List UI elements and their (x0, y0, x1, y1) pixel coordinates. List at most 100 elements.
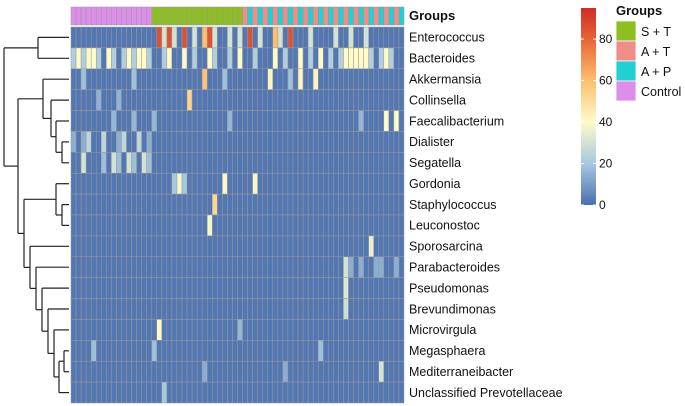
group-legend-label: A + T (641, 45, 671, 59)
heatmap-cell (358, 381, 364, 404)
heatmap-cell (146, 110, 152, 132)
heatmap-cell (363, 277, 369, 299)
heatmap-cell (101, 381, 107, 404)
heatmap-cell (116, 214, 122, 237)
heatmap-cell (212, 26, 218, 49)
heatmap-cell (101, 256, 107, 278)
heatmap-cell (333, 298, 339, 320)
group-annotation-cell (297, 6, 304, 26)
heatmap-cell (302, 277, 309, 299)
heatmap-cell (95, 26, 102, 49)
heatmap-cell (247, 235, 253, 258)
heatmap-cell (196, 298, 203, 320)
heatmap-cell (383, 26, 390, 49)
heatmap-cell (272, 110, 279, 132)
heatmap-cell (222, 360, 228, 383)
heatmap-cell (328, 319, 334, 341)
heatmap-cell (121, 360, 127, 383)
heatmap-cell (101, 277, 107, 299)
heatmap-cell (90, 110, 97, 132)
heatmap-cell (116, 381, 122, 404)
color-scale-tick-label: 80 (599, 32, 613, 46)
heatmap-cell (80, 68, 87, 90)
heatmap-cell (181, 277, 188, 299)
heatmap-cell (242, 68, 248, 90)
heatmap-cell (292, 235, 299, 258)
heatmap-cell (373, 172, 380, 195)
heatmap-cell (217, 26, 223, 49)
heatmap-cell (252, 360, 258, 383)
heatmap-cell (343, 256, 349, 278)
heatmap-cell (242, 381, 248, 404)
heatmap-cell (171, 68, 178, 90)
heatmap-cell (111, 298, 117, 320)
heatmap-cell (95, 89, 102, 111)
heatmap-cell (338, 214, 344, 237)
heatmap-cell (388, 277, 395, 299)
heatmap-cell (368, 172, 374, 195)
row-label: Pseudomonas (409, 281, 489, 295)
heatmap-cell (227, 68, 233, 90)
heatmap-cell (201, 26, 208, 49)
group-annotation-cell (90, 6, 97, 26)
group-annotation-cell (343, 6, 349, 26)
heatmap-cell (106, 277, 112, 299)
heatmap-cell (383, 110, 390, 132)
heatmap-cell (131, 340, 137, 362)
group-annotation-cell (257, 6, 263, 26)
heatmap-cell (383, 193, 390, 216)
group-annotation-cell (282, 6, 289, 26)
group-legend-swatch (615, 20, 637, 42)
heatmap-cell (75, 277, 82, 299)
heatmap-cell (181, 298, 188, 320)
heatmap-cell (131, 319, 137, 341)
heatmap-cell (363, 193, 369, 216)
heatmap-cell (232, 26, 238, 49)
heatmap-cell (343, 172, 349, 195)
heatmap-cell (302, 381, 309, 404)
heatmap-cell (393, 68, 400, 90)
heatmap-cell (317, 298, 324, 320)
heatmap-cell (222, 110, 228, 132)
heatmap-cell (247, 277, 253, 299)
heatmap-cell (277, 277, 284, 299)
heatmap-cell (348, 214, 354, 237)
group-legend-label: A + P (641, 65, 671, 79)
heatmap-cell (373, 277, 380, 299)
heatmap-cell (363, 256, 369, 278)
heatmap-cell (312, 110, 319, 132)
heatmap-cell (277, 340, 284, 362)
heatmap-cell (287, 26, 294, 49)
heatmap-cell (378, 193, 385, 216)
heatmap-cell (257, 172, 263, 195)
heatmap-cell (353, 110, 359, 132)
heatmap-cell (373, 193, 380, 216)
heatmap-cell (121, 214, 127, 237)
heatmap-cell (252, 131, 258, 153)
heatmap-cell (297, 277, 304, 299)
group-annotation-cell (333, 6, 339, 26)
heatmap-cell (358, 319, 364, 341)
heatmap-cell (201, 172, 208, 195)
heatmap-cell (312, 131, 319, 153)
heatmap-cell (287, 47, 294, 70)
heatmap-cell (151, 68, 158, 90)
group-annotation-cell (312, 6, 319, 26)
heatmap-cell (131, 47, 137, 70)
heatmap-cell (166, 68, 173, 90)
heatmap-cell (171, 235, 178, 258)
heatmap-cell (358, 298, 364, 320)
heatmap-cell (196, 193, 203, 216)
heatmap-cell (257, 381, 263, 404)
heatmap-cell (116, 256, 122, 278)
heatmap-cell (131, 381, 137, 404)
heatmap-cell (206, 172, 213, 195)
heatmap-cell (317, 131, 324, 153)
heatmap-cell (368, 193, 374, 216)
heatmap-cell (80, 172, 87, 195)
heatmap-cell (106, 110, 112, 132)
group-annotation-cell (358, 6, 364, 26)
heatmap-cell (262, 235, 269, 258)
heatmap-cell (80, 110, 87, 132)
heatmap-cell (206, 68, 213, 90)
